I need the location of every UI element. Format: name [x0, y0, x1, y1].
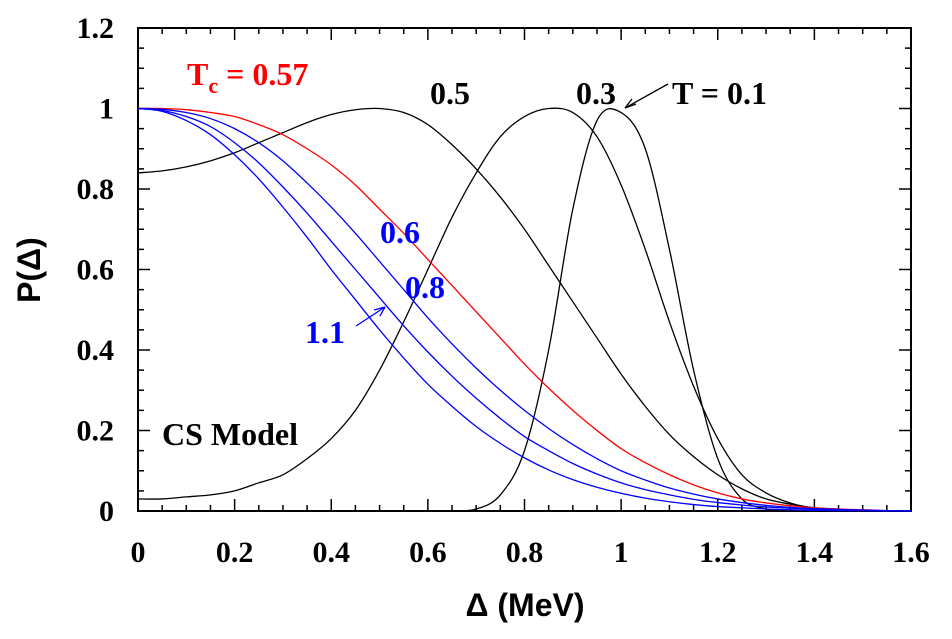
x-tick-label: 0: [131, 536, 146, 569]
annotation-t03: 0.3: [576, 75, 616, 111]
y-tick-label: 0.6: [77, 254, 115, 287]
y-tick-labels: 0 0.2 0.4 0.6 0.8 1 1.2: [77, 12, 115, 528]
series-line-0-6: [137, 107, 912, 512]
y-tick-label: 1.2: [77, 12, 115, 45]
x-tick-label: 1.2: [699, 536, 737, 569]
ticks-group: [137, 27, 912, 512]
series-line-0-3: [137, 107, 911, 512]
series-line-1-1: [137, 107, 912, 512]
y-tick-label: 0: [99, 495, 114, 528]
x-axis-title: Δ (MeV): [466, 587, 585, 623]
arrow-t01: [624, 83, 669, 109]
x-tick-label: 1.4: [796, 536, 834, 569]
x-tick-label: 1: [614, 536, 629, 569]
x-tick-label: 0.4: [313, 536, 351, 569]
annotation-cs-model: CS Model: [162, 416, 298, 452]
annotation-t08: 0.8: [405, 269, 445, 305]
y-axis-title: P(Δ): [11, 237, 47, 303]
curves-group: [137, 107, 912, 512]
x-tick-label: 1.6: [892, 536, 930, 569]
x-tick-label: 0.6: [409, 536, 447, 569]
y-tick-label: 0.4: [77, 334, 115, 367]
y-tick-label: 1: [99, 93, 114, 126]
annotation-tc: Tc = 0.57: [187, 56, 308, 98]
x-tick-label: 0.2: [216, 536, 254, 569]
annotation-t11: 1.1: [305, 314, 345, 350]
x-tick-labels: 0 0.2 0.4 0.6 0.8 1 1.2 1.4 1.6: [131, 536, 930, 569]
series-line-0-8: [137, 107, 912, 512]
series-line-tc-0-57: [137, 107, 912, 512]
annotation-t06: 0.6: [380, 214, 420, 250]
y-tick-label: 0.8: [77, 173, 115, 206]
x-tick-label: 0.8: [506, 536, 544, 569]
annotation-t01: T = 0.1: [672, 75, 767, 111]
series-line-0-5: [137, 107, 912, 512]
arrow-t11: [355, 306, 386, 327]
annotation-t05: 0.5: [430, 75, 470, 111]
y-tick-label: 0.2: [77, 415, 115, 448]
